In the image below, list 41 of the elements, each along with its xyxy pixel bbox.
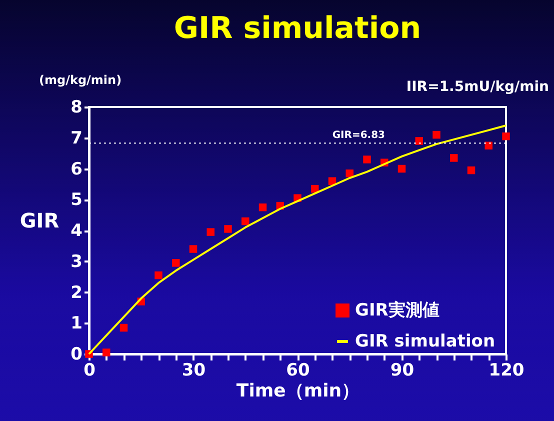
point	[450, 154, 458, 162]
point	[346, 170, 354, 178]
y-tick-label: 5	[70, 190, 82, 210]
y-tick-label: 3	[70, 252, 82, 272]
x-tick-label: 90	[390, 360, 414, 380]
y-tick-label: 7	[70, 128, 82, 148]
point	[189, 245, 198, 253]
point	[102, 348, 110, 356]
point	[415, 137, 423, 145]
point	[242, 217, 250, 226]
legend-label: GIR simulation	[355, 332, 496, 352]
chart-title: GIR simulation	[174, 11, 422, 46]
y-tick-label: 1	[70, 314, 82, 334]
x-tick-label: 0	[84, 360, 96, 380]
point	[120, 324, 128, 332]
y-tick-label: 4	[70, 221, 83, 241]
x-tick-label: 120	[488, 360, 524, 380]
point	[398, 164, 406, 173]
x-tick-label: 60	[286, 360, 310, 380]
point	[432, 130, 440, 139]
point	[467, 166, 476, 174]
y-tick-label: 6	[70, 159, 82, 180]
point	[172, 259, 180, 267]
x-axis-title: Time（min）	[236, 380, 360, 402]
point	[258, 203, 267, 212]
text: (mg/kg/min)	[39, 73, 122, 87]
y-tick-label: 2	[70, 282, 82, 303]
point	[206, 228, 214, 236]
x-tick-label: 30	[182, 360, 206, 380]
text: IIR=1.5mU/kg/min	[406, 79, 549, 95]
point	[224, 225, 232, 233]
point	[502, 132, 510, 140]
legend-label: GIR実測値	[355, 300, 440, 320]
point	[484, 142, 492, 150]
y-axis-title: GIR	[20, 208, 60, 232]
point	[154, 271, 162, 280]
point	[328, 177, 336, 185]
ref-line-label: GIR=6.83	[332, 130, 386, 142]
y-tick-label: 0	[70, 344, 83, 364]
y-tick-label: 8	[70, 98, 82, 118]
point	[363, 156, 371, 164]
